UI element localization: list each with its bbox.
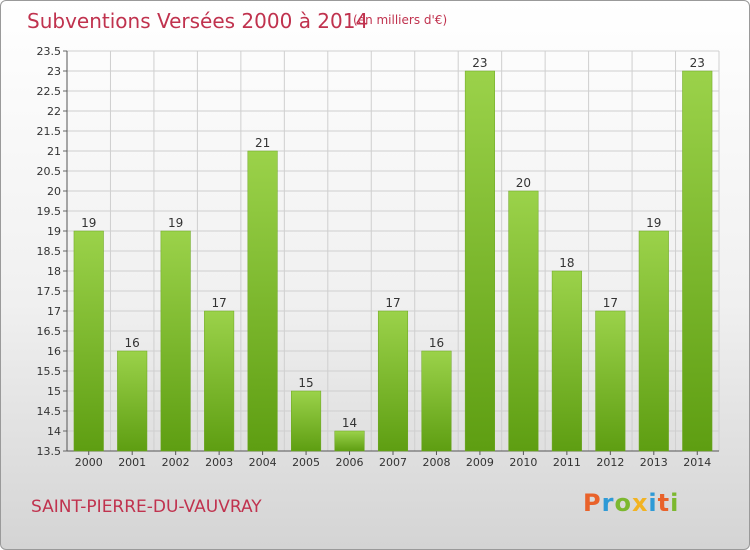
value-label: 17	[603, 296, 618, 310]
x-tick-label: 2010	[509, 456, 537, 469]
logo-letter: x	[631, 489, 649, 517]
bar	[291, 390, 322, 452]
bar	[464, 70, 495, 452]
y-tick-label: 19.5	[37, 205, 62, 218]
bar	[73, 230, 104, 452]
x-tick-label: 2006	[336, 456, 364, 469]
bar	[334, 430, 365, 452]
bar	[508, 190, 539, 452]
y-tick-label: 15	[47, 385, 61, 398]
logo-letter: i	[670, 489, 680, 517]
y-tick-label: 16	[47, 345, 61, 358]
y-tick-label: 14.5	[37, 405, 62, 418]
chart-title: Subventions Versées 2000 à 2014	[27, 9, 369, 33]
x-tick-label: 2000	[75, 456, 103, 469]
x-tick-label: 2011	[553, 456, 581, 469]
bar	[595, 310, 626, 452]
x-tick-label: 2003	[205, 456, 233, 469]
value-label: 19	[646, 216, 661, 230]
bar	[638, 230, 669, 452]
y-tick-label: 23.5	[37, 45, 62, 58]
bar	[117, 350, 148, 452]
x-tick-label: 2012	[596, 456, 624, 469]
y-tick-label: 15.5	[37, 365, 62, 378]
value-label: 18	[559, 256, 574, 270]
x-tick-label: 2009	[466, 456, 494, 469]
logo-letter: P	[583, 489, 602, 517]
bar	[204, 310, 235, 452]
value-label: 20	[516, 176, 531, 190]
commune-name: SAINT-PIERRE-DU-VAUVRAY	[31, 497, 262, 517]
proxiti-logo: Proxiti	[583, 489, 679, 517]
x-tick-label: 2008	[422, 456, 450, 469]
bar	[377, 310, 409, 452]
logo-letter: r	[601, 489, 615, 517]
y-tick-label: 17.5	[37, 285, 62, 298]
value-label: 19	[81, 216, 96, 230]
bar	[682, 70, 713, 452]
value-label: 15	[298, 376, 313, 390]
value-labels: 19 16 19 17 21 15 14 17 16 23 20 18 17 19 23	[81, 56, 705, 430]
y-tick-label: 22.5	[37, 85, 62, 98]
value-label: 23	[690, 56, 705, 70]
y-tick-label: 22	[47, 105, 61, 118]
x-tick-label: 2004	[249, 456, 277, 469]
y-tick-labels: 13.5 14 14.5 15 15.5 16 16.5 17 17.5 18 18.5 19 19.5…	[37, 45, 62, 458]
y-tick-label: 21	[47, 145, 61, 158]
value-label: 16	[125, 336, 140, 350]
y-tick-label: 18.5	[37, 245, 62, 258]
value-label: 21	[255, 136, 270, 150]
x-tick-label: 2014	[683, 456, 711, 469]
bar	[551, 270, 582, 452]
y-tick-label: 13.5	[37, 445, 62, 458]
x-tick-label: 2001	[118, 456, 146, 469]
x-tick-label: 2002	[162, 456, 190, 469]
y-tick-label: 17	[47, 305, 61, 318]
bar	[160, 230, 191, 452]
y-tick-label: 18	[47, 265, 61, 278]
bar	[421, 350, 452, 452]
value-label: 14	[342, 416, 357, 430]
logo-letter: i	[648, 489, 658, 517]
y-tick-label: 23	[47, 65, 61, 78]
value-label: 16	[429, 336, 444, 350]
y-tick-label: 19	[47, 225, 61, 238]
y-tick-label: 16.5	[37, 325, 62, 338]
x-tick-label: 2007	[379, 456, 407, 469]
x-tick-label: 2013	[640, 456, 668, 469]
bars	[73, 70, 713, 452]
value-label: 17	[211, 296, 226, 310]
logo-letter: t	[657, 489, 671, 517]
y-tick-label: 14	[47, 425, 61, 438]
value-label: 23	[472, 56, 487, 70]
y-tick-label: 21.5	[37, 125, 62, 138]
x-tick-label: 2005	[292, 456, 320, 469]
y-tick-label: 20	[47, 185, 61, 198]
value-label: 19	[168, 216, 183, 230]
y-tick-label: 20.5	[37, 165, 62, 178]
chart-subtitle: (en milliers d'€)	[353, 13, 448, 27]
x-tick-labels: 2000 2001 2002 2003 2004 2005 2006 2007 2008 2009…	[75, 456, 712, 469]
logo-letter: o	[614, 489, 632, 517]
bar	[247, 150, 278, 452]
value-label: 17	[385, 296, 400, 310]
